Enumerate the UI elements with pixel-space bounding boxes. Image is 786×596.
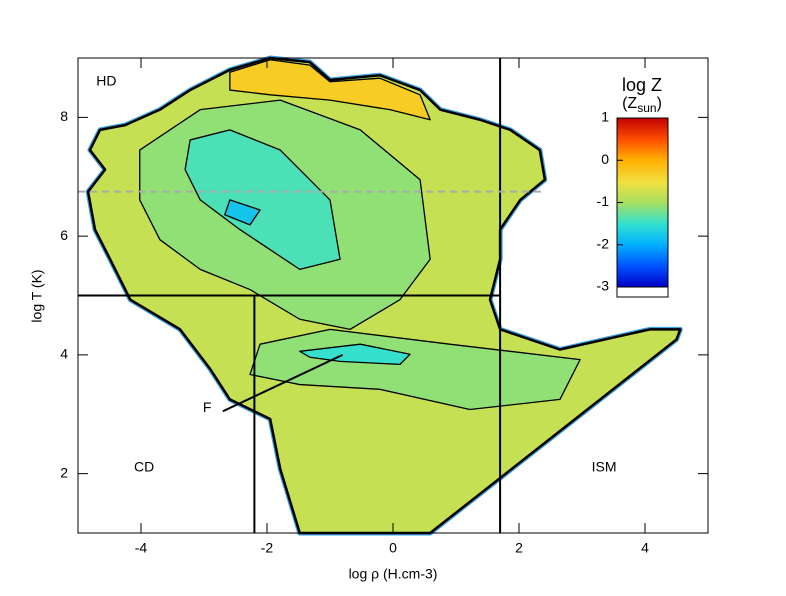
x-tick-label: -4: [135, 540, 148, 556]
colorbar-tick-label: -1: [597, 193, 610, 209]
region-label: CD: [134, 458, 154, 474]
colorbar: [616, 117, 669, 288]
y-tick-label: 8: [60, 108, 68, 124]
x-tick-label: 0: [389, 540, 397, 556]
colorbar-tick-label: 1: [601, 109, 609, 125]
region-label: HD: [96, 72, 116, 88]
colorbar-title: log Z: [622, 75, 662, 95]
region: [224, 199, 261, 226]
y-axis-label: log T (K): [29, 269, 45, 322]
guide-line: [222, 353, 344, 413]
region: [184, 129, 341, 271]
x-axis-label: log ρ (H.cm-3): [349, 566, 438, 582]
x-tick-label: -2: [261, 540, 274, 556]
region: [229, 59, 431, 121]
region-label: F: [203, 399, 212, 415]
colorbar-unit-open: (Z: [622, 95, 637, 112]
colorbar-unit: (Zsun): [622, 95, 662, 115]
x-tick-label: 2: [515, 540, 523, 556]
colorbar-under: [616, 286, 669, 298]
colorbar-tick-label: -3: [597, 278, 610, 294]
region: [299, 343, 411, 366]
y-tick-label: 2: [60, 464, 68, 480]
colorbar-tick-label: -2: [597, 235, 610, 251]
region-label: ISM: [592, 458, 617, 474]
y-tick-label: 6: [60, 227, 68, 243]
colorbar-unit-close: ): [657, 95, 662, 112]
colorbar-unit-sub: sun: [637, 101, 656, 115]
x-tick-label: 4: [641, 540, 649, 556]
y-tick-label: 4: [60, 346, 68, 362]
colorbar-tick-label: 0: [601, 151, 609, 167]
